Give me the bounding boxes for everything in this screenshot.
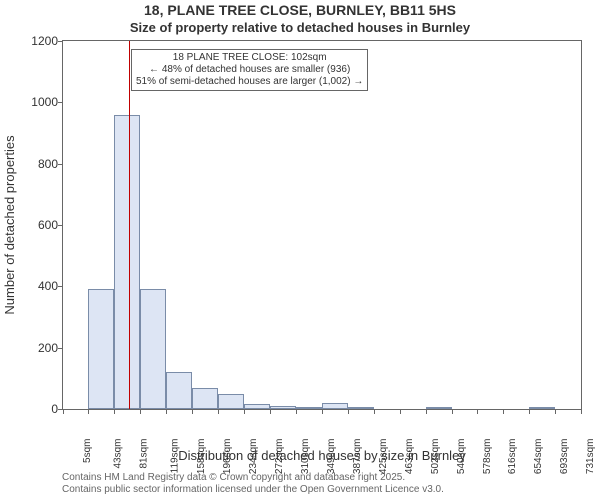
x-tick-mark [374,409,375,414]
x-tick-label: 81sqm [139,439,150,469]
histogram-bar [114,115,140,409]
histogram-bar [140,289,166,409]
histogram-bar [244,404,270,409]
x-tick-label: 349sqm [326,439,337,475]
x-tick-label: 540sqm [456,439,467,475]
x-tick-label: 654sqm [533,439,544,475]
x-tick-mark [400,409,401,414]
y-tick-mark [58,102,63,103]
x-tick-mark [296,409,297,414]
x-tick-label: 387sqm [352,439,363,475]
x-tick-mark [140,409,141,414]
x-tick-mark [529,409,530,414]
y-tick-mark [58,225,63,226]
y-tick-label: 600 [0,219,58,231]
histogram-bar [322,403,348,409]
x-tick-label: 693sqm [559,439,570,475]
x-tick-mark [114,409,115,414]
histogram-bar [348,407,374,409]
x-tick-mark [477,409,478,414]
x-tick-mark [322,409,323,414]
histogram-bar [426,407,452,409]
x-tick-mark [503,409,504,414]
attribution-text: Contains HM Land Registry data © Crown c… [62,472,444,496]
x-tick-label: 158sqm [196,439,207,475]
histogram-bar [296,407,322,409]
y-tick-mark [58,164,63,165]
annotation-line: 18 PLANE TREE CLOSE: 102sqm [136,52,363,64]
attribution-line-2: Contains public sector information licen… [62,484,444,496]
x-tick-label: 616sqm [507,439,518,475]
x-tick-mark [426,409,427,414]
x-tick-mark [581,409,582,414]
histogram-bar [270,406,296,409]
plot-area: 18 PLANE TREE CLOSE: 102sqm← 48% of deta… [62,40,582,410]
x-tick-label: 43sqm [113,439,124,469]
chart-root: 18, PLANE TREE CLOSE, BURNLEY, BB11 5HS … [0,0,600,500]
x-tick-label: 310sqm [300,439,311,475]
x-tick-label: 502sqm [430,439,441,475]
chart-subtitle: Size of property relative to detached ho… [0,20,600,35]
y-tick-label: 1000 [0,96,58,108]
x-tick-mark [166,409,167,414]
x-tick-label: 234sqm [248,439,259,475]
x-tick-label: 196sqm [222,439,233,475]
histogram-bar [529,407,555,409]
x-tick-label: 578sqm [482,439,493,475]
y-tick-mark [58,286,63,287]
annotation-box: 18 PLANE TREE CLOSE: 102sqm← 48% of deta… [131,49,368,91]
x-tick-mark [63,409,64,414]
histogram-bar [218,394,244,409]
y-tick-label: 0 [0,403,58,415]
annotation-line: ← 48% of detached houses are smaller (93… [136,64,363,76]
y-tick-mark [58,41,63,42]
reference-line [129,41,130,409]
y-tick-label: 800 [0,158,58,170]
x-tick-label: 272sqm [274,439,285,475]
histogram-bar [88,289,114,409]
y-tick-label: 200 [0,342,58,354]
annotation-line: 51% of semi-detached houses are larger (… [136,76,363,88]
x-tick-mark [452,409,453,414]
x-tick-label: 463sqm [404,439,415,475]
x-tick-mark [192,409,193,414]
y-tick-mark [58,348,63,349]
histogram-bar [192,388,218,409]
x-tick-mark [348,409,349,414]
x-tick-label: 731sqm [585,439,596,475]
y-tick-label: 1200 [0,35,58,47]
chart-title: 18, PLANE TREE CLOSE, BURNLEY, BB11 5HS [0,2,600,18]
x-tick-mark [244,409,245,414]
x-tick-mark [218,409,219,414]
y-tick-label: 400 [0,280,58,292]
x-tick-label: 119sqm [169,439,180,474]
x-tick-mark [88,409,89,414]
x-tick-label: 425sqm [378,439,389,475]
x-tick-mark [555,409,556,414]
histogram-bar [166,372,192,409]
x-tick-label: 5sqm [82,439,93,463]
x-tick-mark [270,409,271,414]
